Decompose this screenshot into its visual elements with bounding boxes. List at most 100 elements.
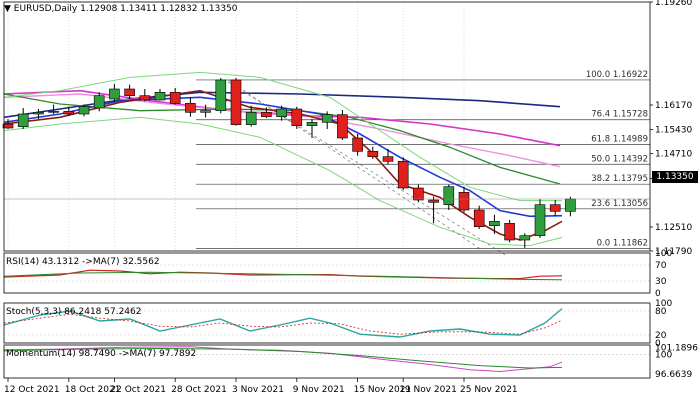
rsi-ma-line — [3, 271, 563, 281]
candle[interactable] — [245, 105, 257, 127]
stoch-axis-label: 100 — [655, 299, 672, 309]
candle[interactable] — [261, 107, 272, 118]
price-axis-label: 1.15430 — [655, 126, 692, 136]
symbol-title: EURUSD,Daily — [13, 4, 78, 14]
rsi-axis-label: 100 — [655, 249, 672, 259]
candle-body-bull — [33, 112, 44, 115]
fib-level-label: 50.0 1.14392 — [591, 154, 648, 164]
candle-body-bull — [154, 92, 166, 101]
candle[interactable] — [17, 108, 29, 129]
candle[interactable] — [306, 119, 318, 138]
rsi-panel-frame — [3, 252, 651, 294]
ma-200-line — [3, 91, 561, 119]
candle-body-bear — [458, 192, 470, 211]
candle-body-bull — [17, 113, 29, 127]
fib-level-label: 38.2 1.13795 — [591, 174, 648, 184]
candle[interactable] — [413, 184, 424, 203]
candle-body-bear — [230, 79, 242, 125]
triangle-down-icon: ▼ — [4, 4, 11, 14]
candle-body-bear — [124, 88, 135, 96]
fib-level-label: 23.6 1.13056 — [591, 199, 648, 209]
candle-body-bear — [549, 204, 561, 212]
price-axis-label: 1.12510 — [655, 223, 692, 233]
candle[interactable] — [230, 78, 242, 126]
date-axis-label: 28 Oct 2021 — [171, 385, 227, 395]
momentum-title: Momentum(14) 98.7490 ->MA(7) 97.7892 — [6, 349, 197, 359]
candle[interactable] — [489, 214, 500, 234]
date-axis-label: 19 Nov 2021 — [399, 385, 457, 395]
price-axis-label: 1.19260 — [655, 0, 692, 8]
candle[interactable] — [276, 105, 287, 121]
price-axis-label: 1.14710 — [655, 150, 692, 160]
candle[interactable] — [352, 134, 363, 156]
candle[interactable] — [291, 106, 303, 129]
candle-body-bull — [276, 108, 287, 117]
candle[interactable] — [504, 220, 515, 243]
current-price-tag: 1.13350 — [652, 171, 698, 183]
ma-10-line — [3, 96, 563, 218]
candle[interactable] — [185, 97, 196, 117]
candle[interactable] — [78, 104, 90, 117]
rsi-title: RSI(14) 43.1312 ->MA(7) 32.5562 — [6, 257, 160, 267]
date-axis-label: 25 Nov 2021 — [460, 385, 518, 395]
stoch-title: Stoch(5,3,3) 86.2418 57.2462 — [6, 307, 142, 317]
date-axis-label: 3 Nov 2021 — [232, 385, 284, 395]
candle-body-bear — [413, 187, 424, 201]
candle[interactable] — [169, 88, 181, 105]
candle[interactable] — [154, 89, 166, 101]
date-axis-label: 22 Oct 2021 — [110, 385, 166, 395]
candle[interactable] — [200, 104, 211, 118]
rsi-axis-label: 30 — [655, 277, 667, 287]
candle[interactable] — [428, 196, 439, 224]
candlesticks[interactable] — [2, 78, 576, 248]
momentum-panel-frame — [3, 344, 651, 379]
candle-body-bull — [565, 198, 576, 212]
candle-body-bear — [337, 114, 348, 139]
date-axis-label: 18 Oct 2021 — [65, 385, 121, 395]
candle[interactable] — [33, 109, 44, 119]
bollinger-lower — [3, 116, 563, 247]
candle-body-bull — [215, 79, 227, 111]
candle[interactable] — [473, 205, 485, 229]
candle[interactable] — [549, 200, 561, 216]
candle[interactable] — [215, 78, 227, 114]
candle[interactable] — [139, 89, 151, 102]
candle[interactable] — [382, 149, 394, 165]
candle[interactable] — [458, 186, 470, 213]
fib-level-label: 0.0 1.11862 — [597, 239, 648, 249]
candle[interactable] — [124, 84, 135, 99]
stoch-axis-label: 80 — [655, 307, 667, 317]
momentum-axis-label: 100 — [655, 350, 672, 360]
candle[interactable] — [109, 84, 120, 103]
candle[interactable] — [2, 119, 14, 129]
candle[interactable] — [443, 184, 455, 210]
fib-level-label: 76.4 1.15728 — [591, 110, 648, 120]
date-axis-label: 12 Oct 2021 — [4, 385, 60, 395]
momentum-axis-label: 96.6639 — [655, 370, 692, 380]
ohlc-values: 1.12908 1.13411 1.12832 1.13350 — [80, 4, 238, 14]
candle[interactable] — [534, 199, 546, 238]
candle[interactable] — [321, 111, 333, 129]
candle[interactable] — [519, 233, 531, 248]
candle-body-bear — [367, 151, 379, 157]
stoch-k-line — [3, 308, 563, 338]
stoch-axis-label: 0 — [655, 339, 661, 349]
candle-body-bull — [519, 235, 531, 241]
candle-body-bull — [443, 186, 455, 205]
stoch-d-line — [3, 313, 563, 335]
candle[interactable] — [48, 104, 59, 114]
candle[interactable] — [367, 146, 379, 159]
candle-body-bull — [78, 106, 90, 115]
candle-body-bear — [382, 156, 394, 162]
main-panel-frame — [3, 1, 651, 252]
candle[interactable] — [397, 157, 409, 190]
candle-body-bear — [139, 95, 151, 101]
candle[interactable] — [63, 106, 75, 116]
candle[interactable] — [337, 110, 348, 140]
candle-body-bear — [291, 108, 303, 126]
candle[interactable] — [93, 92, 105, 112]
